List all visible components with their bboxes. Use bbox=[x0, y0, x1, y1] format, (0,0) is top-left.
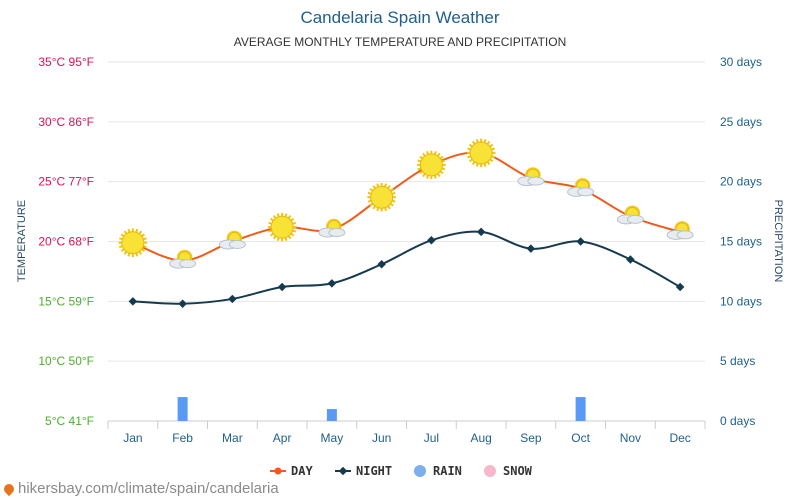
cloud-part bbox=[676, 230, 694, 240]
sun-icon bbox=[267, 212, 297, 242]
night-point bbox=[178, 299, 187, 308]
y2-axis-title: PRECIPITATION bbox=[772, 200, 784, 283]
y-tick-label: 35°C 95°F bbox=[38, 55, 94, 69]
location-pin-icon bbox=[1, 481, 17, 496]
x-tick-label: Sep bbox=[520, 431, 542, 445]
y-axis-ticks: 35°C 95°F 30°C 86°F 25°C 77°F 20°C 68°F 15°C… bbox=[38, 55, 94, 428]
y-tick-label: 10°C 50°F bbox=[38, 354, 94, 368]
rain-bar bbox=[575, 397, 586, 421]
legend: DAY NIGHT RAIN SNOW bbox=[270, 464, 533, 478]
chart-title: Candelaria Spain Weather bbox=[300, 8, 499, 27]
legend-label: DAY bbox=[291, 464, 313, 478]
x-tick-label: Dec bbox=[669, 431, 690, 445]
y2-tick-label: 25 days bbox=[720, 115, 762, 129]
y-tick-label: 25°C 77°F bbox=[38, 175, 94, 189]
series-line-day bbox=[132, 151, 681, 262]
sun-cloud-icon bbox=[666, 221, 694, 240]
night-point bbox=[327, 279, 337, 288]
x-tick-label: Nov bbox=[620, 431, 641, 445]
legend-label: NIGHT bbox=[356, 464, 392, 478]
cloud-part bbox=[527, 176, 545, 186]
y2-tick-label: 10 days bbox=[720, 294, 762, 308]
sun-disc bbox=[270, 215, 294, 239]
sun-icon bbox=[118, 228, 148, 257]
cloud-part bbox=[179, 259, 197, 269]
sun-icon bbox=[367, 182, 396, 212]
sun-cloud-icon bbox=[567, 178, 595, 197]
sun-icon bbox=[466, 138, 496, 168]
y-axis-title: TEMPERATURE bbox=[16, 200, 28, 282]
cloud-part bbox=[328, 228, 346, 238]
legend-label: SNOW bbox=[503, 464, 533, 478]
weather-icons bbox=[118, 138, 694, 269]
y2-tick-label: 5 days bbox=[720, 354, 755, 368]
rain-bar bbox=[177, 397, 188, 421]
legend-day-dot bbox=[274, 467, 282, 475]
sun-cloud-icon bbox=[318, 218, 346, 238]
legend-rain-icon bbox=[414, 465, 426, 477]
night-point bbox=[675, 282, 685, 292]
cloud-part bbox=[228, 240, 246, 249]
cloud-part bbox=[626, 214, 644, 224]
night-point bbox=[576, 237, 585, 246]
sun-disc bbox=[469, 141, 493, 165]
y2-tick-label: 20 days bbox=[720, 175, 762, 189]
night-point bbox=[626, 255, 635, 264]
x-axis-ticks: Jan Feb Mar Apr May Jun Jul Aug Sep Oct Nov Dec bbox=[123, 431, 691, 445]
rain-bars bbox=[177, 397, 586, 421]
y2-tick-label: 30 days bbox=[720, 55, 762, 69]
y-tick-label: 30°C 86°F bbox=[38, 115, 94, 129]
night-point bbox=[228, 294, 237, 304]
x-tick-label: Mar bbox=[222, 431, 243, 445]
night-point bbox=[476, 227, 486, 237]
legend-label: RAIN bbox=[433, 464, 462, 478]
sun-disc bbox=[121, 231, 145, 255]
rain-bar bbox=[326, 409, 337, 421]
night-point bbox=[128, 297, 138, 306]
y2-tick-label: 15 days bbox=[720, 235, 762, 249]
chart-subtitle: AVERAGE MONTHLY TEMPERATURE AND PRECIPIT… bbox=[234, 35, 567, 49]
y-tick-label: 20°C 68°F bbox=[38, 235, 94, 249]
sun-icon bbox=[417, 150, 446, 180]
y2-tick-label: 0 days bbox=[720, 414, 755, 428]
sun-cloud-icon bbox=[169, 249, 197, 269]
x-tick-label: Jul bbox=[424, 431, 439, 445]
series-lines bbox=[128, 151, 685, 308]
x-tick-label: Jun bbox=[372, 431, 391, 445]
night-point bbox=[377, 259, 386, 269]
source-link[interactable]: hikersbay.com/climate/spain/candelaria bbox=[18, 480, 279, 497]
sun-disc bbox=[370, 185, 394, 209]
source-credit[interactable]: hikersbay.com/climate/spain/candelaria bbox=[1, 480, 279, 497]
night-point bbox=[427, 236, 436, 245]
sun-disc bbox=[419, 153, 443, 177]
grid-lines bbox=[107, 61, 706, 429]
night-point bbox=[526, 244, 536, 253]
x-tick-label: May bbox=[321, 431, 344, 445]
sun-cloud-icon bbox=[218, 230, 246, 250]
cloud-part bbox=[577, 187, 595, 197]
y-tick-label: 15°C 59°F bbox=[38, 294, 94, 308]
sun-cloud-icon bbox=[616, 205, 644, 225]
night-point bbox=[277, 282, 287, 292]
x-tick-label: Apr bbox=[273, 431, 292, 445]
series-line-night bbox=[132, 230, 681, 305]
y-tick-label: 5°C 41°F bbox=[45, 414, 94, 428]
y2-axis-ticks: 30 days 25 days 20 days 15 days 10 days 5 day… bbox=[720, 55, 762, 428]
x-tick-label: Jan bbox=[123, 431, 142, 445]
x-tick-label: Aug bbox=[470, 431, 491, 445]
legend-night-diamond bbox=[338, 466, 348, 476]
legend-snow-icon bbox=[484, 465, 496, 477]
sun-cloud-icon bbox=[517, 167, 545, 187]
x-tick-label: Feb bbox=[172, 431, 193, 445]
x-tick-label: Oct bbox=[571, 431, 590, 445]
